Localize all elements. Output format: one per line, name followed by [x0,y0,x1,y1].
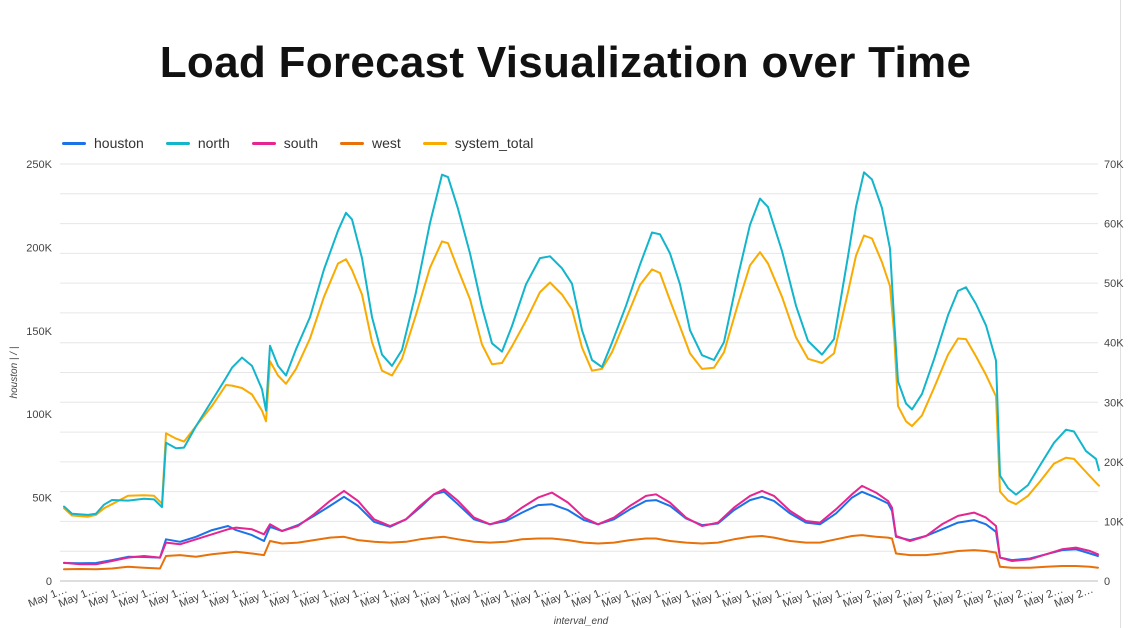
legend-label: north [197,135,230,151]
left-axis-tick-label: 50K [32,493,52,505]
legend-swatch [251,141,276,145]
series-line-west [63,534,1099,571]
series-line-south [63,484,1099,566]
legend-item-system-total[interactable]: system_total [422,135,534,151]
right-axis-tick-label: 20K [1104,457,1124,469]
legend-item-south[interactable]: south [251,135,318,151]
legend-item-north[interactable]: north [165,135,230,151]
left-axis-tick-label: 200K [26,242,52,254]
right-axis-tick-label: 40K [1104,338,1124,350]
panel-divider [1120,0,1121,628]
right-axis-tick-label: 0 [1104,576,1110,588]
left-axis-tick-label: 0 [46,576,52,588]
y-axis-label: houston | / | [9,347,20,399]
left-y-axis: 0 50K 100K 150K 200K 250K houston | / | [9,159,53,588]
series-lines [63,171,1100,571]
legend-swatch [422,141,447,145]
left-axis-tick-label: 100K [26,409,52,421]
legend-label: houston [94,135,144,151]
gridlines [60,163,1098,582]
right-y-axis: 0 10K 20K 30K 40K 50K 60K 70K [1104,159,1124,588]
right-axis-tick-label: 60K [1104,219,1124,231]
legend-swatch [340,141,364,145]
legend-label: west [372,135,401,151]
legend-swatch [62,141,86,145]
legend-item-west[interactable]: west [340,135,401,151]
right-axis-tick-label: 50K [1104,278,1124,290]
series-line-north [63,171,1100,516]
chart-legend: houston north south west system_total [62,134,555,152]
right-axis-tick-label: 30K [1104,397,1124,409]
left-axis-tick-label: 250K [26,159,52,171]
chart-title: Load Forecast Visualization over Time [159,38,972,87]
x-axis-label: interval_end [554,616,609,627]
legend-label: south [283,135,318,151]
left-axis-tick-label: 150K [26,326,52,338]
right-axis-tick-label: 70K [1104,159,1124,171]
series-line-system-total [63,234,1100,518]
legend-label: system_total [454,135,534,151]
right-axis-tick-label: 10K [1104,516,1124,528]
x-axis: May 1…May 1…May 1…May 1…May 1…May 1…May … [27,584,1095,627]
legend-item-houston[interactable]: houston [62,135,144,151]
legend-swatch [165,141,190,145]
